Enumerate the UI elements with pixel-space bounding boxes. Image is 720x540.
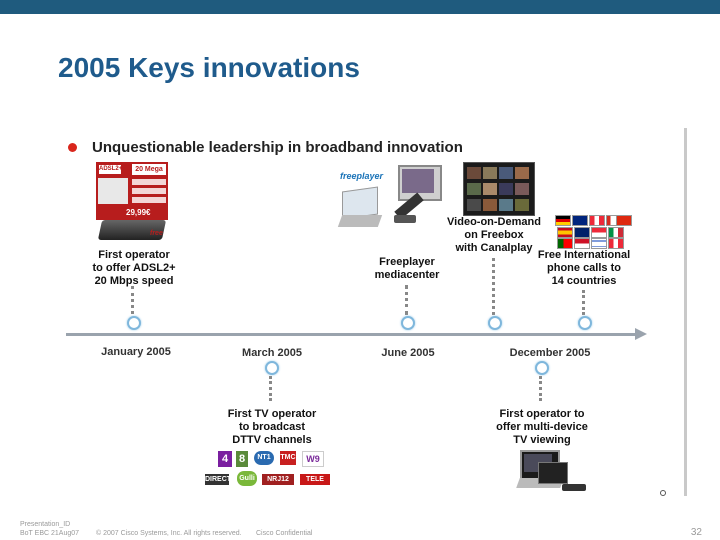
channel-logo: W9 bbox=[302, 451, 324, 467]
event-line: First operator to bbox=[499, 408, 585, 420]
timeline-node bbox=[488, 316, 502, 330]
event-line: First TV operator bbox=[227, 408, 317, 420]
event-line: mediacenter bbox=[374, 269, 440, 281]
event-adsl2: First operator to offer ADSL2+ 20 Mbps s… bbox=[84, 249, 184, 288]
date-label: March 2005 bbox=[242, 347, 302, 359]
timeline-node bbox=[535, 361, 549, 375]
connector bbox=[492, 258, 495, 315]
free-logo: free bbox=[150, 230, 163, 237]
event-line: Freeplayer bbox=[379, 256, 435, 268]
event-freeplayer: Freeplayer mediacenter bbox=[357, 256, 457, 282]
connector bbox=[539, 376, 542, 401]
event-line: DTTV channels bbox=[232, 434, 312, 446]
event-line: on Freebox bbox=[464, 229, 524, 241]
channel-logo: TMC bbox=[280, 451, 296, 465]
connector bbox=[582, 290, 585, 315]
right-divider bbox=[684, 128, 687, 496]
slide-headline: Unquestionable leadership in broadband i… bbox=[92, 139, 463, 156]
slide-title: 2005 Keys innovations bbox=[58, 52, 360, 83]
timeline-node bbox=[578, 316, 592, 330]
small-circle-icon bbox=[660, 490, 666, 496]
channel-logo: 8 bbox=[236, 451, 248, 467]
event-vod: Video-on-Demand on Freebox with Canalpla… bbox=[440, 216, 548, 255]
event-line: Free International bbox=[537, 249, 631, 261]
timeline-node bbox=[401, 316, 415, 330]
channel-logo: 4 bbox=[218, 451, 232, 467]
footer-event: BoT EBC 21Aug07 bbox=[20, 530, 80, 537]
event-line: with Canalplay bbox=[455, 242, 533, 254]
event-line: offer multi-device bbox=[496, 421, 588, 433]
timeline-arrow-icon bbox=[635, 328, 647, 340]
event-line: to broadcast bbox=[238, 421, 305, 433]
date-label: December 2005 bbox=[509, 347, 591, 359]
top-bar bbox=[0, 0, 720, 14]
connector bbox=[405, 285, 408, 315]
price-label: 29,99€ bbox=[126, 208, 151, 217]
bullet-icon bbox=[68, 143, 77, 152]
adsl-box-image: ADSL2+ 20 Mega 29,99€ free bbox=[96, 162, 168, 244]
footer-presentation-id: Presentation_ID bbox=[20, 521, 71, 528]
event-line: First operator bbox=[98, 249, 170, 261]
connector bbox=[131, 286, 134, 314]
page-number: 32 bbox=[690, 527, 702, 538]
channel-logo: DIRECT8 bbox=[205, 474, 235, 485]
footer-copyright: © 2007 Cisco Systems, Inc. All rights re… bbox=[96, 530, 242, 537]
timeline-node bbox=[127, 316, 141, 330]
timeline-axis bbox=[66, 333, 636, 336]
event-dttv: First TV operator to broadcast DTTV chan… bbox=[218, 408, 326, 447]
speed-label: 20 Mega bbox=[132, 164, 166, 175]
event-line: 14 countries bbox=[551, 275, 617, 287]
event-line: Video-on-Demand bbox=[447, 216, 541, 228]
event-line: phone calls to bbox=[547, 262, 621, 274]
footer-confidential: Cisco Confidential bbox=[256, 530, 313, 537]
channel-logo: Gulli bbox=[237, 471, 257, 486]
freeplayer-logo: freeplayer bbox=[340, 171, 384, 181]
date-label: June 2005 bbox=[381, 347, 435, 359]
connector bbox=[269, 376, 272, 401]
timeline-node bbox=[265, 361, 279, 375]
event-line: to offer ADSL2+ bbox=[92, 262, 176, 274]
event-line: 20 Mbps speed bbox=[94, 275, 174, 287]
channel-logo: NT1 bbox=[254, 451, 274, 465]
event-multi-device: First operator to offer multi-device TV … bbox=[488, 408, 596, 447]
vod-tv-image bbox=[463, 162, 535, 216]
event-line: TV viewing bbox=[513, 434, 571, 446]
date-label: January 2005 bbox=[101, 346, 171, 358]
adsl-label: ADSL2+ bbox=[99, 165, 123, 174]
channel-logo: TELE bbox=[300, 474, 330, 485]
event-international-calls: Free International phone calls to 14 cou… bbox=[530, 249, 638, 288]
channel-logo: NRJ12 bbox=[262, 474, 294, 485]
multi-device-image bbox=[516, 446, 588, 496]
freeplayer-image: freeplayer bbox=[337, 165, 442, 243]
